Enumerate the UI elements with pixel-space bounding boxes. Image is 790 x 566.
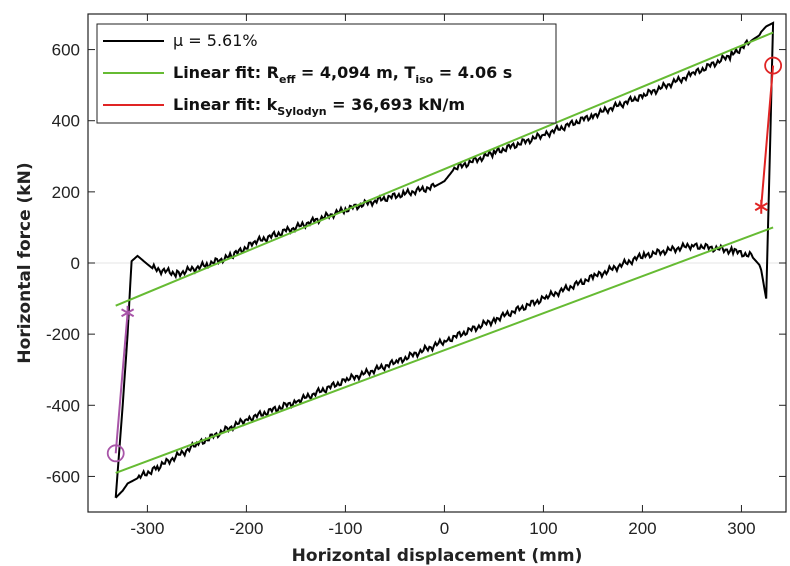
- legend-entry-2: Linear fit: kSylodyn = 36,693 kN/m: [173, 95, 465, 118]
- legend-subscript: iso: [415, 73, 433, 86]
- marker-asterisk-purple: [121, 305, 135, 320]
- marker-asterisk-red: [754, 199, 768, 214]
- x-tick-label: -200: [229, 519, 263, 538]
- series-0-line: [114, 21, 775, 499]
- legend-main-text: μ = 5.61%: [173, 31, 258, 50]
- y-tick-label: -200: [46, 325, 80, 344]
- y-tick-label: 600: [52, 41, 80, 60]
- legend-tail-text: = 36,693 kN/m: [327, 95, 465, 114]
- x-tick-label: 300: [727, 519, 755, 538]
- y-tick-label: -600: [46, 467, 80, 486]
- legend: μ = 5.61% Linear fit: Reff = 4,094 m, Tis…: [96, 23, 557, 124]
- legend-subscript: eff: [279, 73, 295, 86]
- y-axis-label: Horizontal force (kN): [15, 162, 35, 363]
- legend-entry-0: μ = 5.61%: [173, 31, 258, 50]
- x-tick-label: 100: [529, 519, 557, 538]
- series-1-fit-line-0: [115, 31, 774, 307]
- x-tick-label: 200: [628, 519, 656, 538]
- legend-main-text: Linear fit: k: [173, 95, 278, 114]
- legend-subscript: Sylodyn: [277, 105, 326, 118]
- legend-main-text: Linear fit: R: [173, 63, 279, 82]
- x-tick-label: -300: [130, 519, 164, 538]
- y-tick-label: 400: [52, 112, 80, 131]
- y-tick-label: -400: [46, 396, 80, 415]
- series-2-line: [760, 65, 775, 207]
- marker-asterisk-stroke: [121, 308, 135, 318]
- legend-entry-1: Linear fit: Reff = 4,094 m, Tiso = 4.06 …: [173, 63, 512, 86]
- x-axis-label: Horizontal displacement (mm): [292, 546, 583, 566]
- x-tick-label: 0: [440, 519, 449, 538]
- marker-circle-red: [764, 56, 783, 75]
- tick-layer: -300 -200 -100 0 100 200 300 -600 -400 -200 0 200 40…: [46, 14, 786, 538]
- legend-mid-text: = 4,094 m, T: [295, 63, 415, 82]
- series-1-fit-line-1: [115, 226, 774, 474]
- legend-box: [96, 23, 557, 124]
- x-tick-label: -100: [328, 519, 362, 538]
- marker-circle-purple: [106, 444, 125, 463]
- y-tick-label: 0: [71, 254, 80, 273]
- series-3-line: [114, 312, 129, 454]
- marker-asterisk-stroke: [754, 202, 768, 212]
- y-tick-label: 200: [52, 183, 80, 202]
- legend-tail-text: = 4.06 s: [433, 63, 512, 82]
